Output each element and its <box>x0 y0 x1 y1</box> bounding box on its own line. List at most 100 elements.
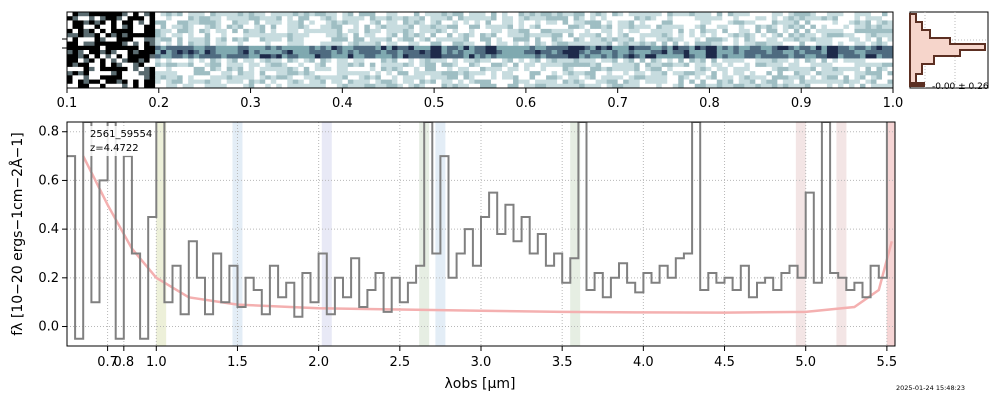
heatmap-cell <box>562 20 569 26</box>
heatmap-cell <box>259 12 266 17</box>
heatmap-cell <box>446 33 453 38</box>
heatmap-cell <box>606 58 613 64</box>
heatmap-cell <box>716 50 723 55</box>
heatmap-cell <box>270 41 277 47</box>
heatmap-cell <box>67 33 73 38</box>
heatmap-cell <box>78 58 84 64</box>
heatmap-cell <box>661 45 668 51</box>
heatmap-cell <box>799 12 806 17</box>
heatmap-cell <box>854 20 861 26</box>
heatmap-cell <box>584 37 591 42</box>
heatmap-cell <box>777 50 784 55</box>
heatmap-cell <box>870 28 877 34</box>
heatmap-cell <box>667 58 674 64</box>
heatmap-cell <box>639 79 646 85</box>
heatmap-cell <box>221 12 228 17</box>
heatmap-cell <box>463 24 470 30</box>
heatmap-cell <box>865 54 872 59</box>
heatmap-cell <box>105 20 112 26</box>
heatmap-cell <box>408 12 415 17</box>
heatmap-cell <box>160 33 167 38</box>
heatmap-cell <box>590 16 597 21</box>
heatmap-cell <box>590 37 597 42</box>
heatmap-cell <box>485 20 492 26</box>
heatmap-cell <box>364 28 371 34</box>
heatmap-cell <box>265 71 272 76</box>
heatmap-cell <box>524 37 530 42</box>
heatmap-cell <box>369 41 376 47</box>
heatmap-cell <box>678 41 685 47</box>
heatmap-cell <box>342 66 349 72</box>
heatmap-cell <box>738 20 745 26</box>
heatmap-cell <box>727 20 734 26</box>
heatmap-cell <box>617 33 624 38</box>
heatmap-cell <box>314 16 321 21</box>
heatmap-cell <box>336 75 343 80</box>
heatmap-cell <box>771 33 778 38</box>
heatmap-cell <box>254 79 261 85</box>
heatmap-cell <box>138 50 145 55</box>
heatmap-cell <box>105 41 112 47</box>
heatmap-cell <box>435 58 442 64</box>
heatmap-cell <box>793 62 800 68</box>
heatmap-cell <box>397 62 404 68</box>
heatmap-cell <box>722 79 729 85</box>
heatmap-cell <box>656 28 663 34</box>
heatmap-cell <box>463 58 470 64</box>
heatmap-cell <box>248 54 255 59</box>
heatmap-cell <box>738 66 745 72</box>
heatmap-cell <box>303 54 310 59</box>
heatmap-cell <box>843 41 850 47</box>
heatmap-cell <box>507 24 514 30</box>
heatmap-cell <box>634 24 641 30</box>
heatmap-cell <box>634 28 641 34</box>
heatmap-cell <box>116 62 123 68</box>
heatmap-cell <box>435 45 442 51</box>
heatmap-cell <box>259 41 266 47</box>
heatmap-cell <box>320 71 327 76</box>
heatmap-cell <box>457 75 464 80</box>
heatmap-cell <box>452 62 459 68</box>
heatmap-cell <box>529 79 536 85</box>
heatmap-cell <box>413 33 420 38</box>
heatmap-cell <box>513 45 519 51</box>
heatmap-cell <box>529 28 536 34</box>
heatmap-cell <box>716 37 723 42</box>
heatmap-cell <box>199 20 206 26</box>
heatmap-cell <box>457 58 464 64</box>
heatmap-cell <box>309 37 316 42</box>
heatmap-cell <box>441 45 448 51</box>
heatmap-cell <box>259 66 266 72</box>
heatmap-cell <box>700 71 707 76</box>
heatmap-cell <box>309 50 316 55</box>
heatmap-cell <box>127 33 134 38</box>
heatmap-cell <box>645 24 652 30</box>
heatmap-cell <box>358 20 365 26</box>
heatmap-cell <box>777 62 784 68</box>
heatmap-cell <box>435 79 442 85</box>
heatmap-cell <box>259 58 266 64</box>
heatmap-cell <box>364 33 371 38</box>
heatmap-cell <box>562 45 569 51</box>
heatmap-cell <box>83 83 90 89</box>
heatmap-cell <box>193 12 200 17</box>
heatmap-cell <box>513 58 519 64</box>
heatmap-cell <box>524 45 530 51</box>
heatmap-cell <box>380 12 387 17</box>
heatmap-cell <box>865 79 872 85</box>
heatmap-cell <box>347 79 354 85</box>
heatmap-cell <box>562 41 569 47</box>
spectrum-2d-xtick-label: 0.8 <box>699 96 720 111</box>
heatmap-cell <box>391 41 398 47</box>
heatmap-cell <box>166 71 173 76</box>
heatmap-cell <box>155 79 162 85</box>
heatmap-cell <box>408 54 415 59</box>
heatmap-cell <box>782 54 789 59</box>
heatmap-cell <box>166 41 173 47</box>
heatmap-cell <box>177 79 184 85</box>
heatmap-cell <box>557 12 563 17</box>
heatmap-cell <box>127 45 134 51</box>
heatmap-cell <box>551 33 558 38</box>
heatmap-cell <box>474 37 481 42</box>
heatmap-cell <box>645 20 652 26</box>
